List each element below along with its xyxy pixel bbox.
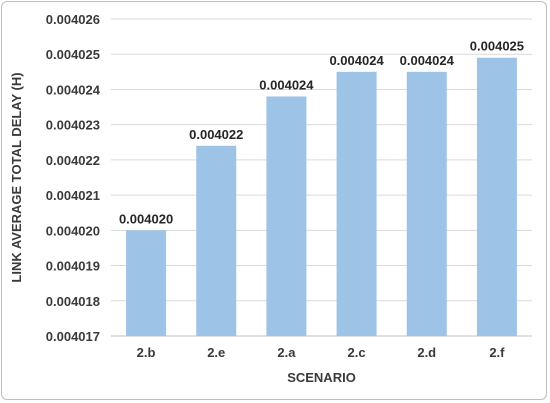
y-tick-label: 0.004020 (46, 223, 100, 238)
data-labels: 0.004020 0.004022 0.004024 0.004024 0.004024… (119, 39, 524, 227)
x-tick-label: 2.c (348, 345, 366, 360)
bars (126, 57, 517, 336)
gridlines (111, 18, 532, 302)
y-tick-label: 0.004023 (46, 118, 100, 133)
y-tick-label: 0.004017 (46, 329, 100, 344)
x-tick-label: 2.e (207, 345, 225, 360)
y-tick-label: 0.004019 (46, 259, 100, 274)
bar (476, 57, 517, 336)
y-tick-label: 0.004018 (46, 294, 100, 309)
y-axis-ticks: 0.004017 0.004018 0.004019 0.004020 0.004021… (46, 12, 101, 344)
x-axis-label: SCENARIO (287, 370, 356, 385)
data-label: 0.004020 (119, 211, 173, 226)
x-tick-label: 2.f (489, 345, 505, 360)
y-tick-label: 0.004022 (46, 153, 100, 168)
x-tick-label: 2.a (277, 345, 296, 360)
data-label: 0.004024 (259, 77, 314, 92)
bar (336, 71, 377, 336)
x-tick-label: 2.b (137, 345, 156, 360)
x-tick-label: 2.d (417, 345, 436, 360)
bar (196, 145, 237, 336)
bar (126, 230, 167, 336)
data-label: 0.004024 (329, 53, 384, 68)
y-tick-label: 0.004025 (46, 47, 100, 62)
bar (266, 96, 307, 336)
bar (406, 71, 447, 336)
x-axis-ticks: 2.b 2.e 2.a 2.c 2.d 2.f (137, 345, 505, 360)
data-label: 0.004022 (189, 127, 243, 142)
y-tick-label: 0.004021 (46, 188, 100, 203)
y-tick-label: 0.004026 (46, 12, 100, 27)
y-axis-label: LINK AVERAGE TOTAL DELAY (H) (9, 72, 24, 282)
data-label: 0.004024 (400, 53, 455, 68)
y-tick-label: 0.004024 (46, 82, 101, 97)
data-label: 0.004025 (470, 39, 524, 54)
